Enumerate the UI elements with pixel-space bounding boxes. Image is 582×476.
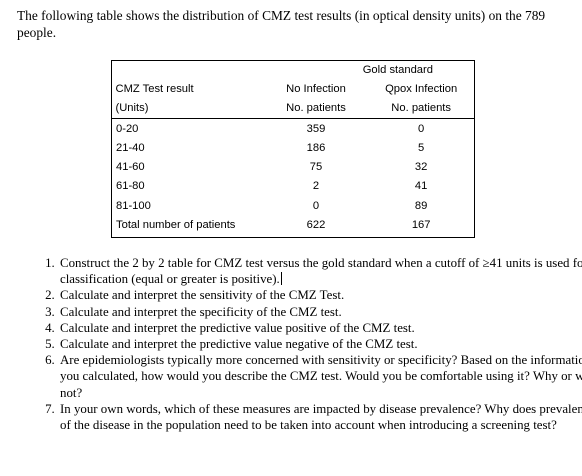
question-item: Construct the 2 by 2 table for CMZ test …: [58, 255, 582, 287]
column-header-test-result: CMZ Test result: [115, 82, 194, 95]
total-label-cell: Total number of patients: [110, 215, 265, 235]
total-infection-cell: 167: [411, 219, 431, 232]
no-infection-cell: 359: [306, 122, 326, 135]
range-cell: 0-20: [110, 118, 265, 139]
infection-cell: 89: [414, 199, 428, 212]
question-item: Calculate and interpret the predictive v…: [58, 336, 582, 352]
cmz-results-table: Gold standard CMZ Test result No Infecti…: [110, 60, 476, 235]
no-infection-cell: 2: [312, 180, 320, 193]
gold-standard-header: Gold standard: [362, 63, 433, 76]
table-header-row-1: CMZ Test result No Infection Qpox Infect…: [112, 79, 476, 98]
column-header-no-infection: No Infection: [286, 82, 346, 95]
column-subheader-no-patients: No. patients: [264, 98, 368, 119]
question-item: Calculate and interpret the predictive v…: [58, 320, 582, 336]
range-cell: 61-80: [110, 176, 265, 197]
column-subheader-units: (Units): [111, 98, 265, 119]
range-cell: 81-100: [110, 196, 265, 216]
table-group-header-row: Gold standard: [112, 60, 476, 79]
table-row: 41-60 75 32: [110, 157, 476, 177]
question-text: Construct the 2 by 2 table for CMZ test …: [60, 256, 582, 287]
range-cell: 41-60: [110, 157, 265, 177]
table-row: 61-80 2 41: [110, 176, 476, 197]
total-no-infection-cell: 622: [306, 219, 326, 232]
table-total-row: Total number of patients 622 167: [110, 215, 476, 235]
results-table-container: Gold standard CMZ Test result No Infecti…: [110, 60, 476, 238]
no-infection-cell: 186: [306, 141, 326, 154]
table-row: 21-40 186 5: [110, 138, 476, 158]
text-cursor: [280, 272, 282, 286]
question-item: Are epidemiologists typically more conce…: [58, 352, 582, 401]
column-subheader-no-patients: No. patients: [367, 98, 475, 119]
infection-cell: 32: [414, 161, 428, 174]
table-row: 81-100 0 89: [110, 196, 476, 216]
infection-cell: 0: [418, 122, 425, 135]
question-list: Construct the 2 by 2 table for CMZ test …: [20, 255, 582, 433]
question-item: In your own words, which of these measur…: [58, 401, 582, 433]
no-infection-cell: 0: [312, 199, 320, 212]
infection-cell: 41: [414, 180, 428, 193]
question-item: Calculate and interpret the sensitivity …: [58, 287, 582, 303]
intro-paragraph: The following table shows the distributi…: [17, 8, 546, 40]
table-row: 0-20 359 0: [110, 118, 476, 139]
column-header-qpox-infection: Qpox Infection: [385, 82, 458, 95]
question-item: Calculate and interpret the specificity …: [58, 304, 582, 320]
table-header-row-2: (Units) No. patients No. patients: [111, 98, 475, 119]
infection-cell: 5: [418, 141, 425, 154]
range-cell: 21-40: [110, 138, 265, 158]
table-blank-cell: [112, 60, 265, 79]
no-infection-cell: 75: [309, 161, 323, 174]
